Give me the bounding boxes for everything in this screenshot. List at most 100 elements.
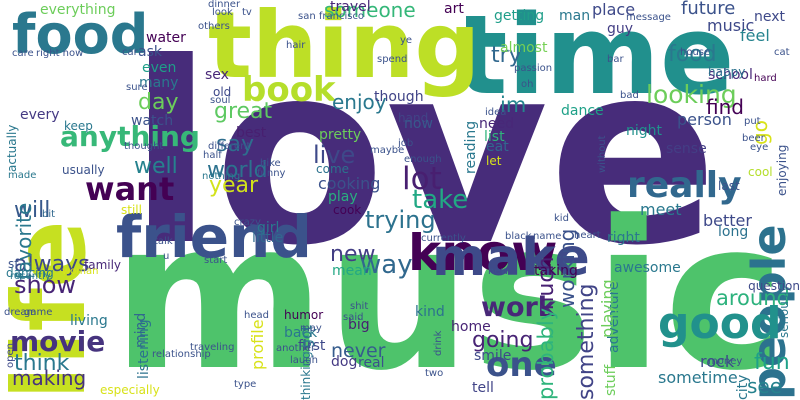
word-travel: travel: [330, 0, 371, 15]
word-different: different: [208, 141, 251, 152]
word-family: family: [84, 258, 122, 272]
word-man: man: [559, 8, 591, 24]
word-many: many: [139, 75, 179, 91]
word-start: start: [204, 255, 228, 266]
word-relationship: relationship: [152, 349, 211, 360]
word-enjoying: enjoying: [775, 144, 789, 196]
word-try: try: [491, 43, 522, 68]
word-smile: smile: [474, 348, 512, 364]
word-oh: oh: [521, 79, 534, 90]
word-new: new: [330, 242, 376, 267]
word-said: said: [343, 312, 364, 323]
word-friend: friend: [116, 203, 312, 271]
word-new: new: [488, 266, 509, 277]
word-playing: playing: [598, 279, 617, 338]
word-still: still: [121, 203, 142, 217]
word-someone: someone: [324, 0, 416, 22]
word-list: list: [484, 129, 505, 145]
word-usually: usually: [62, 163, 105, 177]
word-idea: idea: [485, 107, 507, 118]
word-open: open: [5, 343, 16, 368]
word-watch: watch: [131, 113, 174, 129]
word-woman: woman: [62, 266, 99, 277]
word-soul: soul: [210, 95, 231, 106]
word-think: think: [14, 351, 70, 376]
word-kind: kind: [415, 304, 445, 320]
word-im: im: [500, 93, 527, 117]
word-head: head: [244, 310, 269, 321]
word-house: house: [680, 47, 711, 58]
word-maybe: maybe: [370, 145, 405, 156]
word-awesome: awesome: [614, 260, 681, 276]
word-recently: recently: [10, 271, 51, 282]
word-cooking: cooking: [318, 174, 381, 193]
word-two: two: [425, 368, 444, 379]
word-bar: bar: [607, 54, 624, 65]
word-need: need: [479, 116, 514, 132]
word-going: going: [472, 328, 534, 353]
word-make: make: [432, 228, 590, 288]
word-girl: girl: [257, 220, 280, 236]
word-look: look: [212, 7, 233, 18]
word-time: time: [455, 0, 735, 119]
word-keep: keep: [64, 119, 93, 133]
word-sure: sure: [126, 82, 148, 93]
word-way: way: [360, 250, 413, 280]
word-real: real: [358, 355, 385, 371]
word-guy: guy: [607, 21, 634, 37]
word-really: really: [627, 165, 742, 206]
word-spend: spend: [377, 54, 408, 65]
word-show: show: [14, 271, 77, 299]
word-passion: passion: [514, 63, 553, 74]
word-money: money: [708, 356, 743, 367]
word-city: city: [735, 374, 751, 400]
word-great: great: [214, 99, 273, 124]
word-bit: bit: [42, 209, 56, 220]
word-stuff: stuff: [603, 364, 619, 396]
word-eat: eat: [486, 139, 509, 155]
word-know: know: [408, 224, 558, 282]
word-around: around: [716, 286, 790, 310]
word-will: will: [14, 198, 51, 223]
word-come: come: [316, 162, 350, 176]
word-good: good: [658, 298, 782, 349]
word-book: book: [242, 70, 336, 110]
word-another: another: [276, 343, 316, 354]
word-traveling: traveling: [190, 342, 235, 353]
word-though: though: [374, 89, 424, 105]
word-sex: sex: [205, 67, 229, 83]
word-reading: reading: [463, 120, 479, 174]
word-hard: hard: [754, 73, 777, 84]
word-enough: enough: [404, 154, 442, 165]
word-cat: cat: [774, 47, 790, 58]
word-music: music: [707, 16, 755, 35]
word-better: better: [703, 211, 752, 230]
word-say: say: [216, 132, 254, 157]
word-ask: ask: [138, 44, 162, 60]
word-actually: actually: [5, 124, 19, 172]
word-cool: cool: [748, 165, 773, 179]
word-work: work: [481, 292, 556, 323]
word-type: type: [234, 379, 257, 390]
word-next: next: [754, 9, 786, 25]
word-dog: dog: [331, 354, 358, 370]
word-home: home: [451, 319, 491, 335]
word-dance: dance: [561, 103, 604, 119]
word-almost: almost: [500, 40, 548, 56]
word-day: day: [138, 90, 179, 115]
word-humor: humor: [284, 308, 324, 322]
word-probably: probably: [534, 307, 558, 400]
word-happy: happy: [708, 65, 746, 79]
word-car: car: [122, 47, 138, 58]
word-talk: talk: [154, 236, 173, 247]
word-drink: drink: [433, 330, 444, 356]
word-sf: sf: [8, 257, 19, 271]
word-profile: profile: [248, 319, 267, 370]
word-others: others: [198, 21, 230, 32]
word-funny: funny: [257, 168, 286, 179]
word-eye: eye: [750, 142, 769, 153]
word-especially: especially: [100, 383, 160, 397]
word-last: last: [718, 179, 740, 193]
word-black: black: [505, 231, 532, 242]
